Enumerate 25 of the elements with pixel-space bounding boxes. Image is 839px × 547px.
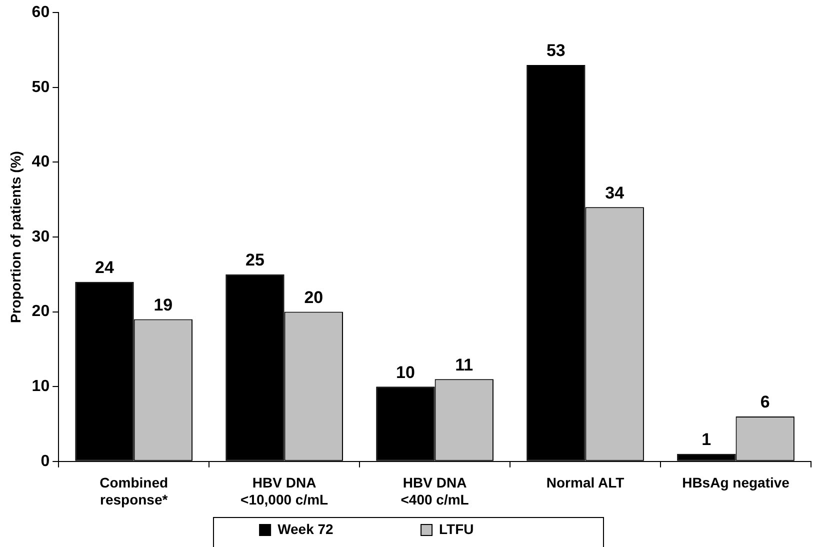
data-label: 20	[304, 288, 324, 307]
y-tick-label: 0	[40, 452, 50, 470]
x-tick-label: HBV DNA <400 c/mL	[400, 474, 470, 508]
y-axis-title: Proportion of patients (%)	[7, 151, 24, 323]
data-label: 24	[95, 258, 114, 278]
y-tick-label: 20	[32, 303, 50, 320]
y-tick-label: 40	[32, 154, 50, 171]
x-tick-label: Normal ALT	[546, 474, 625, 491]
data-label: 19	[154, 295, 173, 314]
data-label: 11	[455, 355, 474, 374]
legend-label: Week 72	[278, 520, 416, 537]
data-label: 34	[605, 183, 625, 202]
x-tick-label: HBsAg negative	[682, 474, 790, 491]
legend-label: LTFU	[439, 520, 556, 537]
data-label: 10	[396, 362, 415, 382]
y-tick-label: 10	[32, 378, 50, 396]
x-tick-label: Combined response*	[100, 474, 168, 508]
y-tick-label: 50	[32, 78, 50, 96]
data-label: 6	[760, 392, 770, 412]
data-label: 1	[702, 430, 712, 450]
x-tick-label: HBV DNA <10,000 c/mL	[240, 474, 329, 508]
y-tick-label: 30	[32, 228, 50, 246]
data-label: 53	[546, 41, 566, 60]
data-label: 25	[246, 250, 264, 270]
y-tick-label: 60	[32, 4, 50, 22]
